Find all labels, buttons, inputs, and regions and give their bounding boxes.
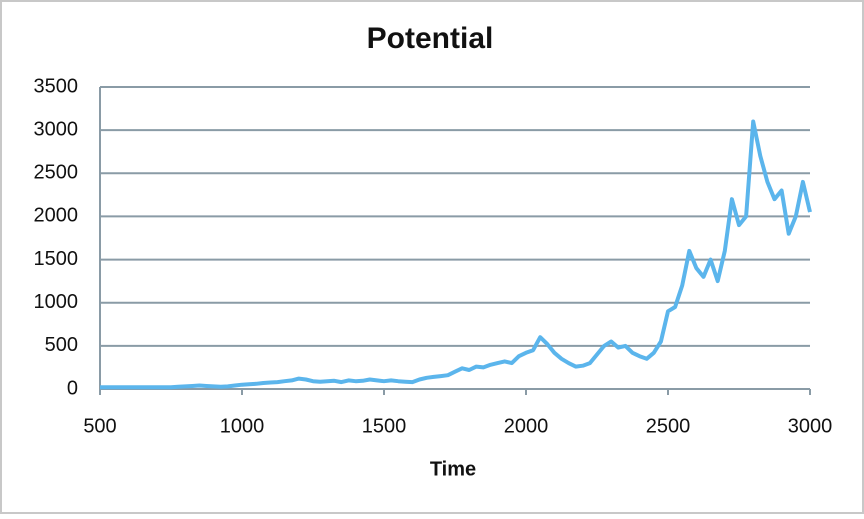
y-tick-label: 0 [67,377,78,399]
y-tick-label: 1500 [34,248,79,270]
x-axis-label: Time [430,458,476,480]
y-tick-label: 2000 [34,205,79,227]
x-tick-label: 3000 [788,415,833,437]
x-tick-label: 1000 [220,415,265,437]
y-tick-label: 500 [45,334,78,356]
x-tick-label: 2000 [504,415,549,437]
y-tick-label: 1000 [34,291,79,313]
x-tick-label: 1500 [362,415,407,437]
y-tick-label: 3000 [34,118,79,140]
x-tick-label: 500 [83,415,116,437]
data-line [100,119,812,390]
y-tick-label: 3500 [34,75,79,97]
chart-title: Potential [367,22,494,55]
x-tick-label: 2500 [646,415,691,437]
y-tick-label: 2500 [34,162,79,184]
